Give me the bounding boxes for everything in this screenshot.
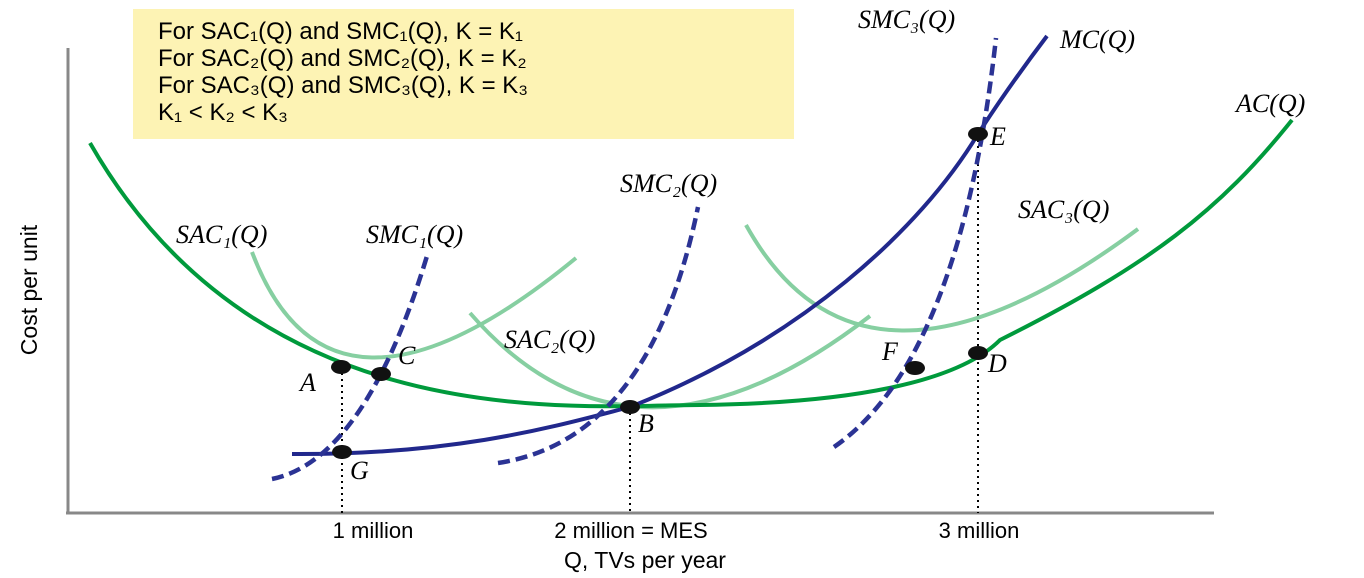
- tick-3-million: 3 million: [939, 518, 1020, 543]
- sac1-label: SAC₁(Q): [176, 220, 267, 249]
- x-axis-title: Q, TVs per year: [564, 547, 726, 573]
- point-c-label: C: [398, 341, 416, 370]
- sac2-label: SAC₂(Q): [504, 325, 595, 354]
- legend-line-3: For SAC₃(Q) and SMC₃(Q), K = K₃: [158, 72, 529, 99]
- point-g-label: G: [350, 456, 369, 485]
- ac-label: AC(Q): [1234, 89, 1305, 118]
- smc3-curve: [832, 37, 999, 449]
- point-a-dot: [331, 360, 351, 374]
- point-e-dot: [968, 127, 988, 141]
- sac1-curve: [250, 251, 578, 360]
- point-d-label: D: [987, 349, 1007, 378]
- smc2-curve: [497, 206, 701, 466]
- point-g-dot: [332, 445, 352, 459]
- legend-box: [133, 9, 794, 139]
- smc1-label: SMC₁(Q): [366, 220, 463, 249]
- ac-curve: [88, 118, 1294, 409]
- tick-2-million-mes: 2 million = MES: [554, 518, 707, 543]
- legend-line-1: For SAC₁(Q) and SMC₁(Q), K = K₁: [158, 18, 524, 45]
- point-d-dot: [968, 346, 988, 360]
- sac3-curve: [744, 224, 1140, 333]
- y-axis-title: Cost per unit: [16, 224, 42, 355]
- legend-line-4: K₁ < K₂ < K₃: [158, 99, 288, 126]
- smc1-curve: [271, 255, 430, 482]
- point-a-label: A: [298, 368, 316, 397]
- point-e-label: E: [989, 122, 1006, 151]
- point-f-label: F: [881, 337, 899, 366]
- smc2-label: SMC₂(Q): [620, 169, 717, 198]
- point-c-dot: [371, 367, 391, 381]
- point-b-label: B: [638, 409, 654, 438]
- mc-curve: [291, 34, 1049, 457]
- mc-label: MC(Q): [1059, 25, 1135, 54]
- sac3-label: SAC₃(Q): [1018, 195, 1109, 224]
- tick-1-million: 1 million: [333, 518, 414, 543]
- point-b-dot: [620, 400, 640, 414]
- point-f-dot: [905, 361, 925, 375]
- smc3-label: SMC₃(Q): [858, 5, 955, 34]
- legend-line-2: For SAC₂(Q) and SMC₂(Q), K = K₂: [158, 45, 527, 72]
